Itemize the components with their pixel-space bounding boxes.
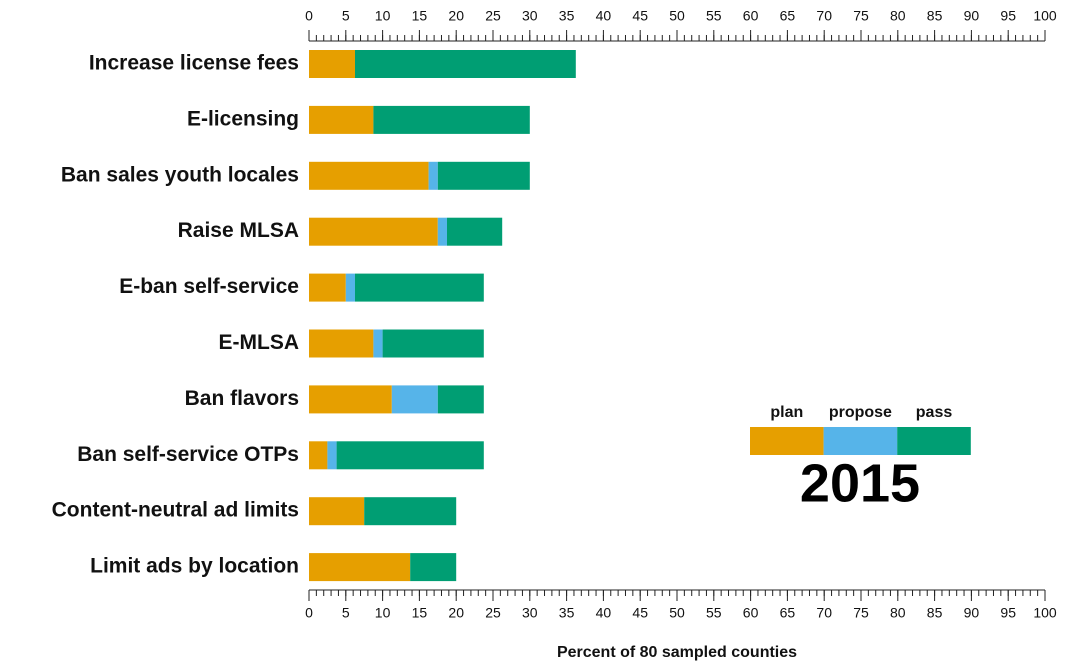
- x-tick-label: 90: [964, 605, 980, 621]
- bar-segment: [382, 329, 484, 358]
- bar-segment: [391, 385, 438, 414]
- legend-label: pass: [916, 404, 953, 421]
- bar-segment: [309, 273, 346, 302]
- x-tick-label: 20: [448, 605, 464, 621]
- x-tick-label: 0: [305, 8, 313, 24]
- x-tick-label: 50: [669, 605, 685, 621]
- x-tick-label: 15: [412, 605, 428, 621]
- x-tick-label: 45: [632, 605, 648, 621]
- bar-segment: [309, 217, 438, 246]
- bar-segment: [336, 441, 484, 470]
- bar-segment: [428, 161, 438, 190]
- x-tick-label: 35: [559, 8, 575, 24]
- bar-segment: [309, 50, 355, 78]
- x-tick-label: 75: [853, 8, 869, 24]
- bar-segment: [364, 497, 457, 526]
- bar-segment: [437, 161, 530, 190]
- x-tick-label: 75: [853, 605, 869, 621]
- bar-segment: [309, 497, 365, 526]
- category-label: E-ban self-service: [119, 275, 299, 298]
- x-tick-label: 35: [559, 605, 575, 621]
- x-tick-label: 30: [522, 8, 538, 24]
- bar-segment: [447, 217, 503, 246]
- category-label: Limit ads by location: [90, 555, 299, 578]
- bar-segment: [309, 161, 429, 190]
- x-tick-label: 30: [522, 605, 538, 621]
- legend-label: plan: [770, 404, 803, 421]
- x-tick-label: 100: [1033, 605, 1057, 621]
- x-tick-label: 65: [780, 8, 796, 24]
- x-tick-label: 95: [1000, 8, 1016, 24]
- category-label: E-licensing: [187, 107, 299, 130]
- bar-segment: [373, 329, 383, 358]
- x-tick-label: 40: [596, 605, 612, 621]
- x-tick-label: 20: [448, 8, 464, 24]
- bar-segment: [437, 385, 484, 414]
- category-label: Ban self-service OTPs: [77, 443, 299, 466]
- bar-segment: [309, 385, 392, 414]
- x-tick-label: 0: [305, 605, 313, 621]
- bar-segment: [309, 105, 374, 134]
- x-tick-label: 95: [1000, 605, 1016, 621]
- x-tick-label: 90: [964, 8, 980, 24]
- x-tick-label: 40: [596, 8, 612, 24]
- category-label: Ban sales youth locales: [61, 163, 299, 186]
- x-tick-label: 45: [632, 8, 648, 24]
- x-tick-label: 100: [1033, 8, 1057, 24]
- x-tick-label: 85: [927, 605, 943, 621]
- bar-segment: [437, 217, 447, 246]
- bar-segment: [355, 273, 484, 302]
- bar-segment: [309, 553, 411, 582]
- x-tick-label: 65: [780, 605, 796, 621]
- x-tick-label: 10: [375, 605, 391, 621]
- x-tick-label: 50: [669, 8, 685, 24]
- category-label: Raise MLSA: [178, 219, 299, 242]
- x-tick-label: 60: [743, 605, 759, 621]
- bar-segment: [327, 441, 337, 470]
- x-tick-label: 5: [342, 605, 350, 621]
- legend-swatch: [750, 427, 824, 455]
- bar-segment: [345, 273, 355, 302]
- bar-segment: [309, 441, 328, 470]
- x-tick-label: 15: [412, 8, 428, 24]
- year-annotation: 2015: [800, 453, 920, 513]
- legend-label: propose: [829, 404, 892, 421]
- bar-segment: [410, 553, 457, 582]
- x-tick-label: 55: [706, 605, 722, 621]
- legend-swatch: [823, 427, 898, 455]
- x-tick-label: 10: [375, 8, 391, 24]
- legend-swatch: [897, 427, 971, 455]
- x-tick-label: 80: [890, 8, 906, 24]
- x-tick-label: 5: [342, 8, 350, 24]
- bar-segment: [373, 105, 530, 134]
- bar-segment: [355, 50, 576, 78]
- x-tick-label: 55: [706, 8, 722, 24]
- x-tick-label: 70: [816, 8, 832, 24]
- x-tick-label: 80: [890, 605, 906, 621]
- x-tick-label: 85: [927, 8, 943, 24]
- category-label: E-MLSA: [219, 331, 300, 354]
- category-label: Content-neutral ad limits: [52, 499, 299, 522]
- x-tick-label: 25: [485, 8, 501, 24]
- bar-segment: [309, 329, 374, 358]
- x-tick-label: 70: [816, 605, 832, 621]
- x-axis-label: Percent of 80 sampled counties: [557, 644, 797, 661]
- x-tick-label: 60: [743, 8, 759, 24]
- category-label: Ban flavors: [185, 387, 299, 410]
- category-label: Increase license fees: [89, 52, 299, 75]
- x-tick-label: 25: [485, 605, 501, 621]
